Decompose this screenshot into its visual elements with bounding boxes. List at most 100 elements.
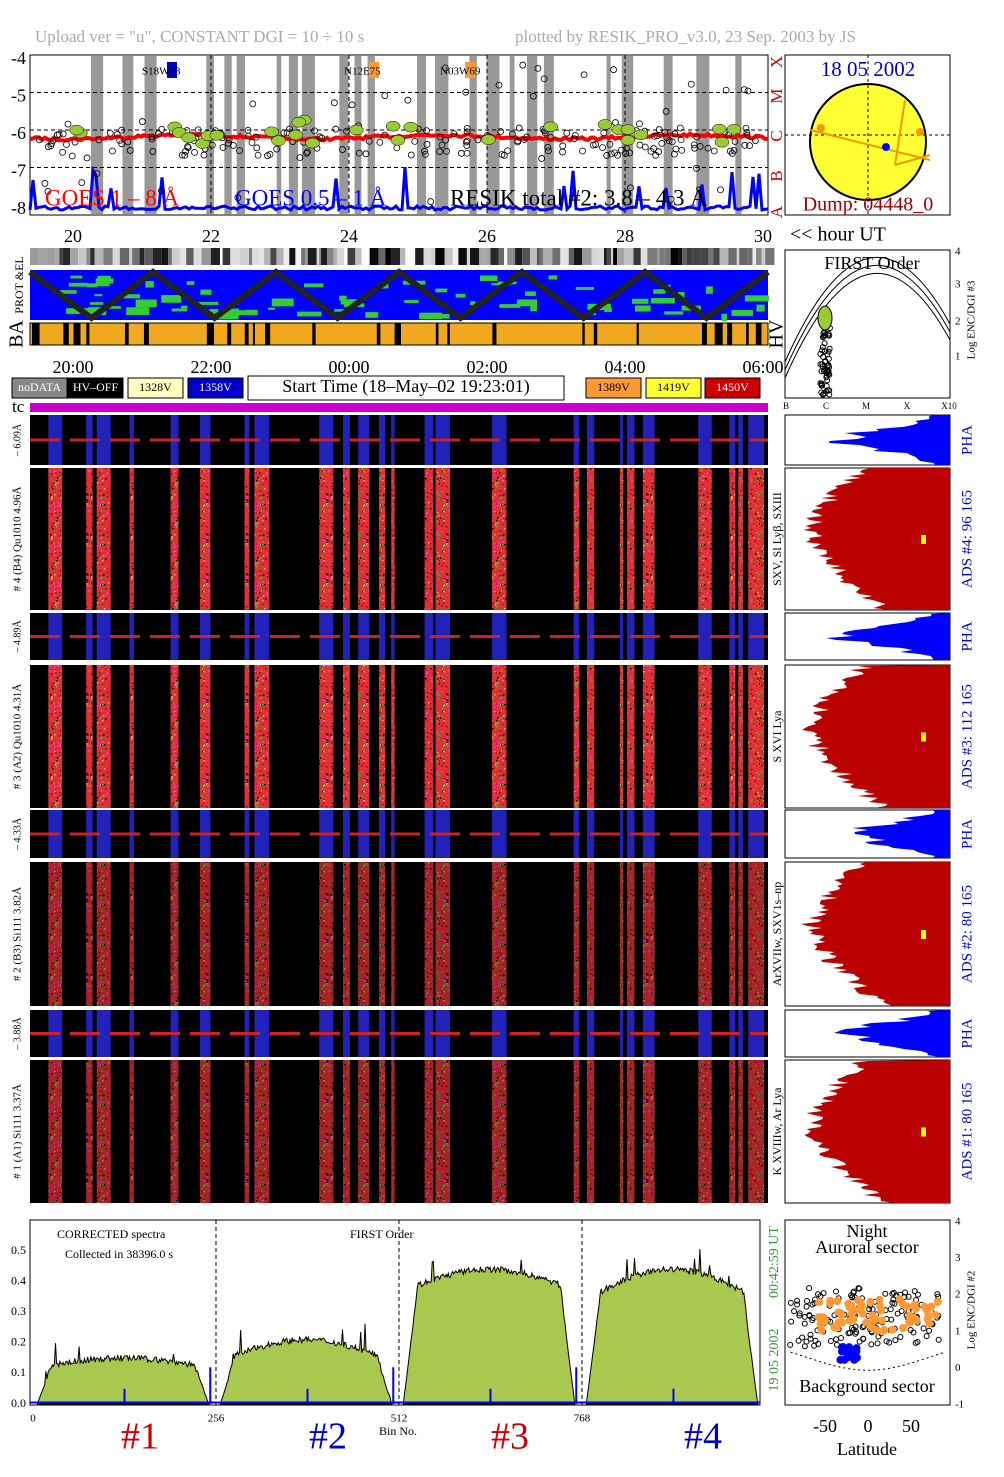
legend-box (11, 377, 68, 399)
green-patch (334, 309, 349, 312)
fo-point (826, 345, 833, 352)
thin-stripe (424, 415, 434, 465)
thick-stripe (199, 1060, 211, 1203)
resik-point (332, 125, 340, 133)
fo-ytick: 4 (955, 246, 961, 258)
lat-bottom: Background sector (799, 1376, 934, 1396)
resik-point (668, 138, 676, 146)
green-patch (404, 300, 419, 304)
green-patch (604, 307, 612, 313)
lat-point (911, 1288, 918, 1295)
goes-legend: RESIK total #2: 3.8 – 4.3 Å (450, 185, 707, 210)
thick-stripe (729, 1060, 736, 1203)
channel-thick-label: # 1 (A1) Si111 3.37Å (12, 1084, 24, 1179)
thin-stripe (698, 415, 712, 465)
spec-ytick: 0.0 (11, 1396, 26, 1410)
fo-point (825, 348, 832, 355)
resik-point (687, 80, 695, 88)
ads-marker (921, 535, 926, 544)
thick-stripe (244, 862, 250, 1006)
resik-point (740, 86, 748, 94)
green-patch (632, 298, 649, 304)
resik-point (254, 151, 262, 159)
lat-point (807, 1331, 814, 1338)
thin-stripe (342, 415, 350, 465)
resik-point (743, 129, 751, 136)
prot-strip (719, 248, 729, 265)
resik-point (693, 133, 701, 141)
thick-stripe (342, 1060, 350, 1203)
resik-point (158, 125, 166, 133)
prot-strip (361, 248, 370, 265)
green-patch (145, 281, 154, 288)
resik-point (236, 147, 243, 155)
resik-point (603, 152, 611, 159)
prot-strip (132, 248, 140, 265)
resik-point (650, 145, 658, 152)
resik-point (339, 146, 346, 153)
spec-ytick: 0.3 (11, 1304, 26, 1318)
lat-point (791, 1308, 798, 1315)
thick-stripe (698, 468, 712, 610)
prot-strip (186, 248, 194, 265)
green-blob (271, 135, 286, 146)
flare-class: M (767, 88, 786, 103)
thick-stripe (573, 468, 580, 610)
thin-stripe (96, 1010, 111, 1057)
prot-strip (289, 248, 296, 265)
prot-strip (90, 248, 95, 265)
thick-stripe (48, 862, 63, 1006)
thick-stripe (738, 665, 743, 808)
lat-point (889, 1299, 896, 1306)
thick-stripe (738, 1060, 743, 1203)
prot-strip (180, 248, 187, 265)
resik-point (662, 108, 670, 115)
resik-point (474, 136, 482, 144)
thick-stripe (424, 1060, 434, 1203)
thick-stripe (254, 1060, 270, 1203)
lat-frame (784, 1219, 951, 1406)
thick-stripe (199, 862, 211, 1006)
thin-stripe (254, 613, 270, 660)
spec-date: 19 05 2002 (767, 1329, 782, 1392)
thin-stripe (738, 810, 743, 858)
resik-point (641, 143, 649, 151)
spec-xtick: 256 (208, 1413, 225, 1425)
day-tick-label: 26 (478, 226, 496, 246)
lat-point (807, 1335, 814, 1342)
green-patch (575, 286, 594, 290)
channel-thick-label: # 2 (B3) Si111 3.82Å (12, 887, 24, 981)
resik-point (330, 99, 338, 107)
lat-point (820, 1290, 827, 1297)
ads-label: ADS #1: 80 165 (959, 1083, 975, 1181)
prot-strip (761, 248, 766, 265)
prot-strip (321, 248, 328, 265)
lat-point (815, 1340, 822, 1347)
prot-strip (423, 248, 431, 265)
prot-strip (530, 248, 537, 265)
tc-label: tc (12, 397, 25, 416)
resik-point (519, 61, 527, 69)
prot-strip (259, 248, 265, 265)
lat-orange (849, 1315, 858, 1324)
header-right: plotted by RESIK_PRO_v3.0, 23 Sep. 2003 … (515, 27, 856, 46)
resik-point (462, 138, 470, 146)
thick-stripe (129, 862, 134, 1006)
green-patch (68, 282, 88, 287)
hv-off (701, 323, 707, 345)
lat-ytick: -1 (955, 1399, 964, 1411)
green-patch (70, 275, 83, 279)
fo-curve (784, 256, 951, 363)
lat-point (803, 1298, 810, 1305)
resik-point (693, 164, 700, 172)
prot-strip (230, 248, 240, 265)
resik-point (618, 146, 625, 154)
prot-strip (490, 248, 499, 265)
resik-point (348, 101, 356, 109)
thick-stripe (586, 1060, 595, 1203)
lat-ytick: 1 (955, 1325, 961, 1337)
hv-off (32, 323, 40, 345)
fo-point (819, 344, 826, 351)
lat-xtick: 50 (902, 1416, 920, 1436)
resik-point (515, 124, 523, 132)
